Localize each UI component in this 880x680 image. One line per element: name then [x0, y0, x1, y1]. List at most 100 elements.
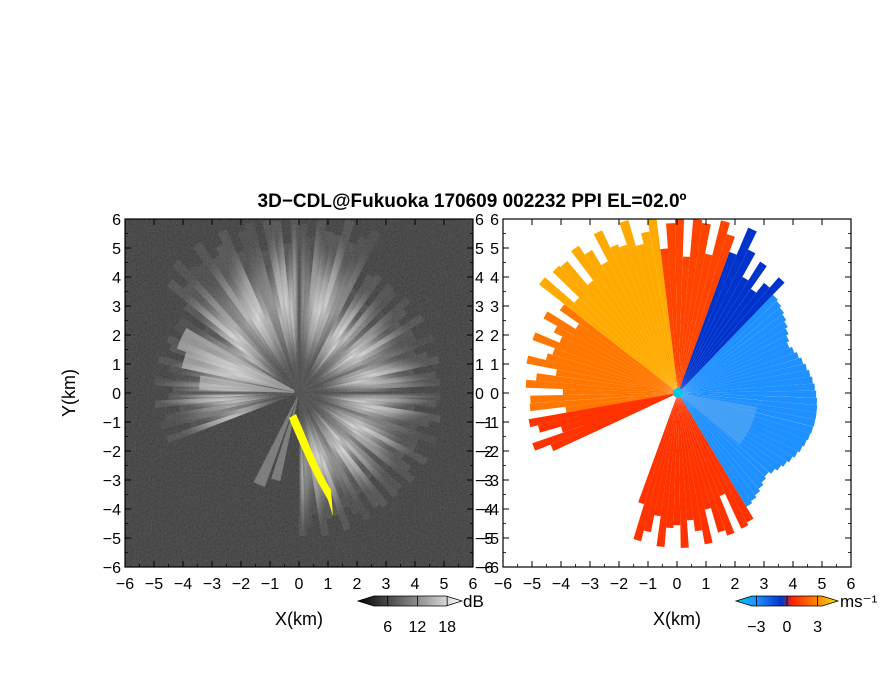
reflectivity-ray: [299, 393, 360, 515]
velocity-ray: [539, 277, 678, 393]
velocity-ray: [635, 243, 678, 393]
velocity-ray: [678, 342, 790, 393]
reflectivity-ray: [168, 393, 299, 400]
velocity-ray: [678, 294, 778, 393]
velocity-ray: [575, 323, 678, 393]
x-tick-label: 1: [324, 576, 333, 593]
reflectivity-ray: [183, 282, 299, 393]
velocity-ray: [678, 363, 807, 393]
velocity-ray: [678, 253, 713, 393]
velocity-ray: [678, 393, 753, 507]
velocity-ray: [536, 373, 678, 393]
y-tick-label: 4: [490, 270, 499, 287]
velocity-ray: [559, 336, 678, 393]
reflectivity-ray: [299, 274, 383, 393]
y-tick-label: 1: [112, 357, 121, 374]
reflectivity-ray: [299, 393, 371, 522]
velocity-ray: [532, 332, 678, 393]
velocity-ray: [619, 220, 678, 393]
reflectivity-colorbar: 6 12 18 dB: [356, 592, 484, 636]
velocity-ray: [678, 369, 811, 393]
reflectivity-ray: [299, 393, 416, 484]
y-tick-label-right: −4: [475, 502, 493, 519]
velocity-ray: [656, 393, 678, 547]
velocity-colorbar-unit: ms⁻¹: [840, 592, 878, 611]
velocity-ray: [545, 353, 678, 393]
velocity-ray: [678, 277, 785, 393]
velocity-ray: [560, 261, 678, 393]
reflectivity-ray: [299, 334, 417, 393]
reflectivity-ray: [237, 229, 299, 393]
reflectivity-ray: [299, 355, 440, 393]
velocity-ray: [654, 393, 678, 517]
velocity-ray: [678, 220, 730, 393]
y-tick-label-right: 2: [475, 328, 484, 345]
velocity-ray: [678, 393, 769, 477]
velocity-ray: [678, 393, 818, 406]
colorbar-tick-label: 18: [438, 619, 456, 636]
reflectivity-ray: [189, 393, 299, 429]
velocity-ray: [678, 393, 689, 548]
reflectivity-ray: [271, 393, 299, 481]
reflectivity-ray: [299, 230, 334, 393]
reflectivity-ray: [183, 303, 299, 393]
y-tick-label: 6: [112, 212, 121, 229]
reflectivity-ray: [299, 378, 441, 393]
reflectivity-ray: [289, 219, 299, 393]
velocity-ray: [678, 357, 804, 393]
y-tick-label: 0: [490, 386, 499, 403]
velocity-ray: [678, 219, 703, 393]
x-tick-label: −2: [610, 576, 628, 593]
reflectivity-ray: [299, 236, 368, 393]
y-tick-label: −5: [103, 531, 121, 548]
reflectivity-ray: [299, 393, 415, 412]
velocity-ray: [678, 393, 749, 529]
reflectivity-ray: [299, 334, 435, 393]
velocity-ray: [678, 393, 757, 445]
velocity-ray: [678, 393, 694, 521]
reflectivity-ray: [154, 393, 299, 409]
velocity-ray: [678, 393, 818, 413]
reflectivity-ray: [299, 393, 419, 446]
velocity-ray: [666, 393, 678, 528]
colorbar-tick-label: 0: [783, 619, 792, 636]
y-tick-label: 0: [112, 386, 121, 403]
reflectivity-ray: [299, 393, 412, 472]
y-tick-label-right: 3: [475, 299, 484, 316]
y-tick-label-right: −1: [475, 415, 493, 432]
reflectivity-ray: [188, 264, 299, 393]
x-tick-label: 4: [789, 576, 798, 593]
y-tick-label-right: −5: [475, 531, 493, 548]
velocity-ray: [552, 265, 678, 393]
reflectivity-ray: [299, 219, 327, 393]
reflectivity-ray: [299, 393, 437, 445]
reflectivity-ray: [299, 321, 402, 393]
x-tick-label: 3: [760, 576, 769, 593]
reflectivity-ray: [299, 311, 386, 393]
y-tick-label-right: −3: [475, 473, 493, 490]
reflectivity-ray: [178, 317, 299, 393]
velocity-ray: [647, 219, 678, 393]
velocity-ray: [562, 389, 678, 395]
x-axis-label-left: X(km): [275, 609, 323, 629]
x-tick-label: 2: [353, 576, 362, 593]
reflectivity-ray: [299, 393, 441, 423]
reflectivity-ray: [299, 393, 363, 495]
reflectivity-ray: [299, 393, 418, 431]
reflectivity-ray: [299, 236, 316, 393]
velocity-ray: [678, 352, 799, 393]
velocity-ray: [571, 245, 678, 393]
velocity-ray: [678, 383, 815, 393]
reflectivity-ray: [212, 255, 299, 393]
reflectivity-ray: [193, 242, 299, 393]
x-tick-label: −1: [261, 576, 279, 593]
velocity-panel: −6 −5 −4 −3 −2 −1 0 1 2 3 4 5 6 6 5 4 3 2 1 0 −1 −2 −3 −4 −5 −6 X…: [481, 212, 856, 629]
y-axis-label: Y(km): [59, 369, 79, 417]
velocity-ray: [678, 393, 703, 532]
reflectivity-ray: [299, 393, 417, 452]
velocity-axes: −6 −5 −4 −3 −2 −1 0 1 2 3 4 5 6 6 5 4 3 2 1 0 −1 −2 −3 −4 −5 −6: [481, 212, 856, 593]
reflectivity-ray: [299, 328, 414, 393]
colorbar-tick-label: −3: [747, 619, 765, 636]
reflectivity-colorbar-unit: dB: [463, 592, 484, 611]
y-tick-label-right: 6: [475, 212, 484, 229]
